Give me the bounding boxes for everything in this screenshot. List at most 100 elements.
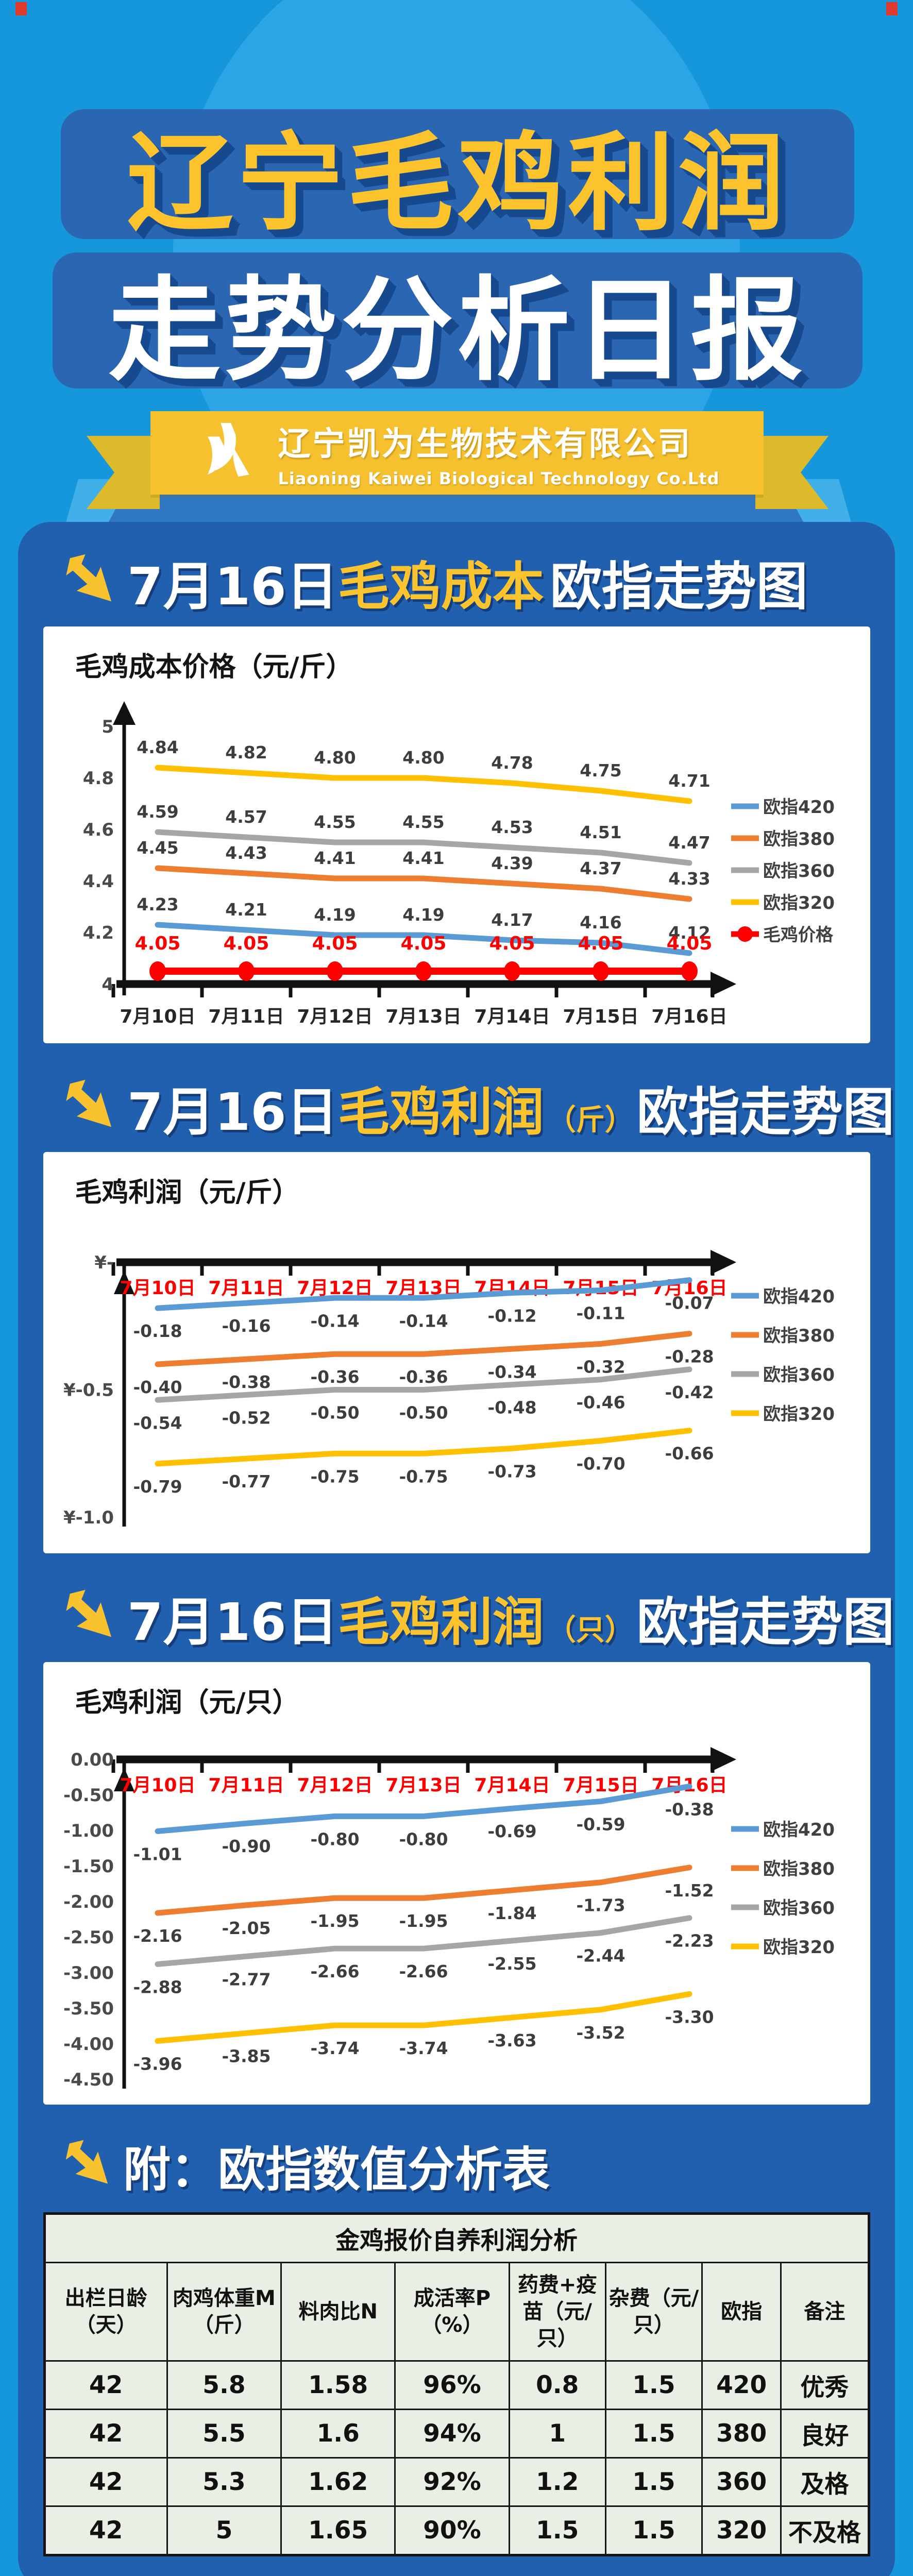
analysis-table: 金鸡报价自养利润分析 出栏日龄（天） 肉鸡体重M（斤） 料肉比N 成活率P（%） 药费+疫…: [43, 2212, 870, 2556]
data-label: 4.43: [225, 843, 267, 863]
data-label: 4.05: [489, 933, 535, 954]
y-tick-label: -1.50: [63, 1856, 114, 1877]
table-cell: 1: [508, 2409, 606, 2459]
data-label: 4.71: [668, 771, 710, 791]
x-tick-label: 7月10日: [120, 1006, 195, 1027]
heading-post: 欧指走势图: [550, 556, 808, 617]
table-cell: 良好: [780, 2409, 870, 2459]
data-label: -0.54: [133, 1413, 182, 1433]
legend-label: 欧指380: [763, 829, 835, 850]
table-header-cell: 料肉比N: [280, 2262, 396, 2362]
series-marker: [504, 961, 520, 981]
legend-label: 欧指420: [763, 797, 835, 818]
company-name-en: Liaoning Kaiwei Biological Technology Co…: [278, 468, 720, 488]
section-heading-profit-jin: 7月16日毛鸡利润 （斤）欧指走势图: [61, 1070, 895, 1145]
data-label: 4.55: [314, 812, 356, 832]
corner-decor-left: [15, 2, 27, 15]
poster-title-line2: 走势分析日报: [108, 266, 807, 396]
legend-label: 欧指360: [763, 861, 835, 882]
heading-date: 7月16日: [127, 1592, 338, 1652]
data-label: -1.52: [665, 1880, 714, 1901]
table-header-cell: 杂费（元/只）: [604, 2262, 703, 2362]
table-header-cell: 肉鸡体重M（斤）: [166, 2262, 282, 2362]
data-label: 4.19: [314, 905, 356, 925]
data-label: 4.55: [402, 812, 444, 832]
heading-highlight: 毛鸡利润: [337, 1082, 544, 1142]
x-axis-arrow: [711, 1747, 736, 1772]
table-cell: 1.5: [604, 2409, 703, 2459]
data-label: -2.23: [665, 1931, 714, 1951]
data-label: -3.30: [665, 2007, 714, 2027]
data-label: 4.59: [137, 802, 178, 822]
data-label: 4.33: [668, 869, 710, 889]
table-cell: 42: [43, 2457, 168, 2507]
section-title-profit-bird: 7月16日毛鸡利润 （只）欧指走势图: [127, 1580, 894, 1655]
y-tick-label: -4.50: [63, 2070, 114, 2090]
data-label: -1.73: [576, 1895, 625, 1916]
data-label: 4.51: [580, 822, 621, 842]
data-label: 4.80: [402, 748, 444, 768]
series-marker: [149, 961, 166, 981]
series-marker: [593, 961, 609, 981]
heading-unit: （斤）: [547, 1104, 634, 1137]
data-label: -0.40: [133, 1377, 182, 1397]
x-tick-label: 7月12日: [297, 1006, 373, 1027]
y-tick-label: 0.00: [71, 1750, 114, 1770]
y-axis-arrow: [114, 1768, 134, 1791]
data-label: 4.82: [225, 742, 267, 762]
data-label: -0.32: [576, 1357, 625, 1377]
table-header-row: 出栏日龄（天） 肉鸡体重M（斤） 料肉比N 成活率P（%） 药费+疫苗（元/只） 杂费（元…: [43, 2262, 870, 2362]
table-title: 金鸡报价自养利润分析: [43, 2213, 870, 2263]
legend-label: 欧指380: [763, 1859, 835, 1879]
table-cell: 1.5: [604, 2457, 703, 2507]
profit-jin-chart-panel: 毛鸡利润（元/斤） ¥- ¥-0.5 ¥-1.0 7月10日 7月11日 7月12日 7月1…: [43, 1152, 870, 1553]
legend-label: 毛鸡价格: [763, 925, 834, 945]
data-label: -1.01: [133, 1844, 182, 1864]
data-label: 4.53: [491, 817, 533, 837]
data-label: -0.80: [310, 1829, 359, 1849]
legend-label: 欧指420: [763, 1286, 835, 1307]
table-cell: 42: [43, 2409, 168, 2459]
data-label: -0.69: [487, 1821, 536, 1841]
legend-label: 欧指380: [763, 1326, 835, 1346]
table-cell: 380: [701, 2409, 782, 2459]
data-label: -0.73: [487, 1461, 536, 1481]
data-label: -0.46: [576, 1393, 625, 1413]
table-cell: 90%: [394, 2505, 510, 2556]
heading-date: 7月16日: [127, 1082, 338, 1142]
data-label: -0.75: [399, 1466, 448, 1486]
table-header-cell: 出栏日龄（天）: [43, 2262, 168, 2362]
x-tick-label: 7月15日: [563, 1775, 638, 1796]
data-label: -0.14: [399, 1311, 448, 1331]
data-label: -0.14: [310, 1311, 359, 1331]
data-label: -0.77: [222, 1471, 270, 1492]
data-label: 4.84: [137, 737, 178, 757]
y-tick-label: 4.6: [83, 820, 114, 840]
data-label: -0.12: [487, 1306, 536, 1326]
data-label: -3.85: [222, 2046, 270, 2066]
table-cell: 5: [166, 2505, 282, 2556]
data-label: -3.74: [399, 2038, 448, 2058]
profit-jin-chart-title: 毛鸡利润（元/斤）: [75, 1177, 299, 1208]
down-right-arrow-icon: [65, 2140, 108, 2184]
series-marker: [681, 961, 698, 981]
heading-post: 欧指走势图: [636, 1082, 894, 1142]
data-label: -2.66: [399, 1961, 448, 1981]
table-row: 42 5 1.65 90% 1.5 1.5 320 不及格: [43, 2505, 870, 2556]
data-label: -3.96: [133, 2054, 182, 2074]
x-tick-label: 7月13日: [385, 1775, 461, 1796]
table-cell: 42: [43, 2505, 168, 2556]
table-cell: 1.6: [280, 2409, 396, 2459]
data-label: 4.05: [135, 933, 181, 954]
x-tick-label: 7月15日: [563, 1006, 638, 1027]
company-ribbon: 辽宁凯为生物技术有限公司 Liaoning Kaiwei Biological …: [150, 411, 764, 495]
profit-per-bird-chart-svg: 0.00-0.50-1.00-1.50-2.00-2.50-3.00-3.50-…: [63, 1747, 835, 2090]
profit-bird-chart-panel: 毛鸡利润（元/只） 0.00 -0.50 -1.00 -1.50 -2.00 -2.50-…: [43, 1662, 870, 2105]
y-tick-label: ¥-1.0: [63, 1507, 114, 1528]
x-tick-label: 7月11日: [208, 1775, 284, 1796]
series-line-欧指360: [155, 1915, 692, 1967]
x-tick-label: 7月13日: [385, 1006, 461, 1027]
table-cell: 1.5: [508, 2505, 606, 2556]
corner-decor-right: [886, 2, 898, 15]
down-right-arrow-icon: [66, 554, 112, 601]
